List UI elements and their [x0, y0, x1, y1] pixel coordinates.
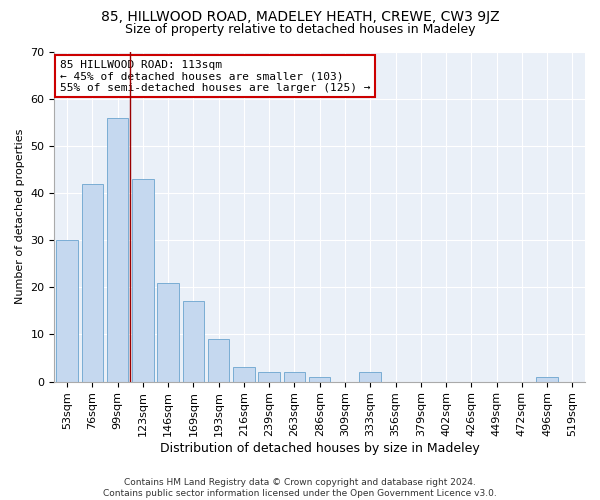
Bar	[359, 372, 381, 382]
Bar	[309, 377, 331, 382]
X-axis label: Distribution of detached houses by size in Madeley: Distribution of detached houses by size …	[160, 442, 479, 455]
Bar	[233, 368, 254, 382]
Bar	[82, 184, 103, 382]
Bar	[107, 118, 128, 382]
Text: 85, HILLWOOD ROAD, MADELEY HEATH, CREWE, CW3 9JZ: 85, HILLWOOD ROAD, MADELEY HEATH, CREWE,…	[101, 10, 499, 24]
Text: 85 HILLWOOD ROAD: 113sqm
← 45% of detached houses are smaller (103)
55% of semi-: 85 HILLWOOD ROAD: 113sqm ← 45% of detach…	[60, 60, 370, 93]
Bar	[536, 377, 558, 382]
Bar	[182, 302, 204, 382]
Text: Size of property relative to detached houses in Madeley: Size of property relative to detached ho…	[125, 22, 475, 36]
Bar	[157, 282, 179, 382]
Bar	[259, 372, 280, 382]
Bar	[284, 372, 305, 382]
Y-axis label: Number of detached properties: Number of detached properties	[15, 129, 25, 304]
Bar	[132, 179, 154, 382]
Bar	[56, 240, 78, 382]
Text: Contains HM Land Registry data © Crown copyright and database right 2024.
Contai: Contains HM Land Registry data © Crown c…	[103, 478, 497, 498]
Bar	[208, 339, 229, 382]
